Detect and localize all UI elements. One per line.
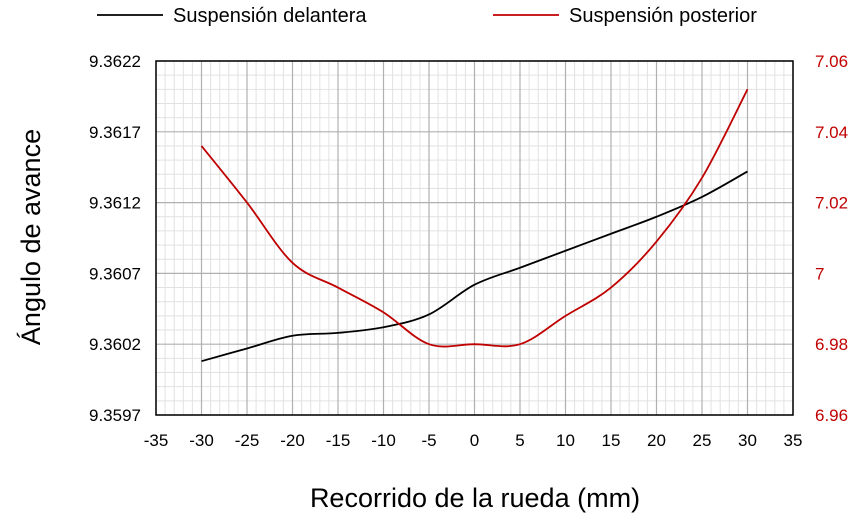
x-tick-label: 10 [556,431,575,450]
x-tick-label: -5 [421,431,436,450]
right-y-tick-label: 7.04 [815,123,848,142]
major-gridlines [155,60,794,416]
right-y-tick-label: 6.98 [815,335,848,354]
x-tick-label: -10 [371,431,396,450]
legend-label-2: Suspensión posterior [569,5,757,27]
left-y-axis-ticks: 9.3597 9.3602 9.3607 9.3612 9.3617 9.3622 [89,52,141,425]
left-y-tick-label: 9.3612 [89,194,141,213]
legend-label-1: Suspensión delantera [173,5,367,27]
right-y-tick-label: 6.96 [815,406,848,425]
x-tick-label: -25 [235,431,260,450]
x-tick-label: -35 [144,431,169,450]
series-layer [200,88,749,363]
right-y-tick-label: 7.06 [815,52,848,71]
x-tick-label: 5 [515,431,524,450]
legend: Suspensión delantera Suspensión posterior [97,5,757,27]
x-tick-label: -15 [326,431,351,450]
left-y-tick-label: 9.3602 [89,335,141,354]
right-y-axis-ticks: 6.96 6.98 7 7.02 7.04 7.06 [815,52,848,425]
x-axis-ticks: -35 -30 -25 -20 -15 -10 -5 0 5 10 15 20 25 30 35 [144,431,803,450]
x-tick-label: -20 [280,431,305,450]
x-tick-label: 15 [602,431,621,450]
plot-area-frame [155,60,794,416]
right-y-tick-label: 7 [815,264,824,283]
series-line-2 [200,88,749,348]
left-y-tick-label: 9.3617 [89,123,141,142]
x-tick-label: 30 [738,431,757,450]
series-line-1 [201,170,748,363]
x-tick-label: 0 [470,431,479,450]
x-tick-label: 25 [693,431,712,450]
left-y-tick-label: 9.3607 [89,264,141,283]
x-axis-title: Recorrido de la rueda (mm) [310,483,640,513]
y-axis-title-left: Ángulo de avance [16,129,46,345]
left-y-tick-label: 9.3597 [89,406,141,425]
x-tick-label: -30 [189,431,214,450]
x-tick-label: 20 [647,431,666,450]
x-tick-label: 35 [784,431,803,450]
right-y-tick-label: 7.02 [815,194,848,213]
left-y-tick-label: 9.3622 [89,52,141,71]
